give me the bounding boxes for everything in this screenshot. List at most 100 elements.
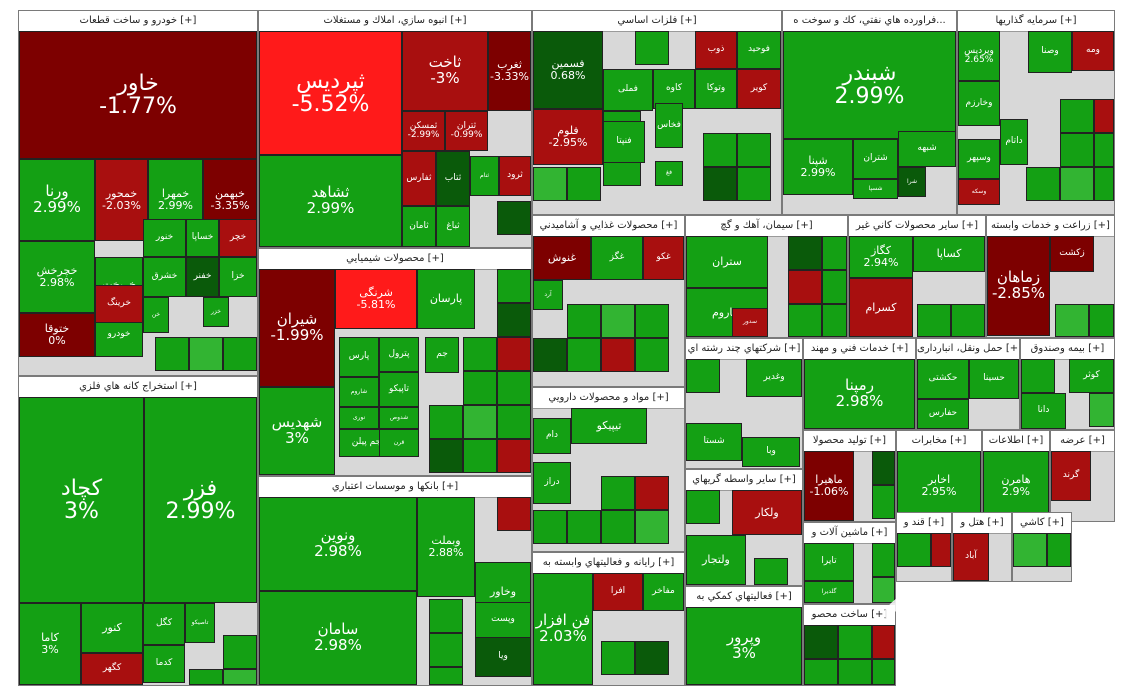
- filler-tile[interactable]: [601, 510, 635, 544]
- stock-tile[interactable]: فوحید: [737, 31, 781, 69]
- sector[interactable]: استخراج كانه هاي فلزي [+] کچاد 3% فزر 2.99% ک…: [18, 376, 258, 686]
- stock-tile[interactable]: دراز: [533, 462, 571, 504]
- stock-tile[interactable]: وسکه: [958, 179, 1000, 205]
- filler-tile[interactable]: [189, 669, 223, 685]
- stock-tile[interactable]: سدور: [732, 308, 768, 337]
- stock-tile[interactable]: وسپهر: [958, 139, 1000, 179]
- filler-tile[interactable]: [429, 633, 463, 667]
- stock-tile[interactable]: مفاخر: [643, 573, 684, 611]
- sector[interactable]: شركتهاي چند رشته اي [+] وغدیر شستا وبا: [685, 338, 803, 469]
- stock-tile[interactable]: خزر: [203, 297, 229, 327]
- stock-tile[interactable]: ثتاب: [436, 151, 470, 206]
- filler-tile[interactable]: [533, 338, 567, 372]
- sector-title[interactable]: انبوه سازي، املاك و مستغلات [+]: [259, 11, 531, 32]
- sector[interactable]: کاشي [+]: [1012, 512, 1072, 582]
- stock-tile[interactable]: شتران: [853, 139, 898, 179]
- stock-tile[interactable]: خچر: [219, 219, 257, 257]
- stock-tile[interactable]: وپردیس 2.65%: [958, 31, 1000, 81]
- stock-tile[interactable]: فملی: [603, 69, 653, 111]
- sector[interactable]: قند و [+]: [896, 512, 952, 582]
- sector-title[interactable]: حمل ونقل، انبارداری [+]: [917, 339, 1019, 360]
- stock-tile[interactable]: حفارس: [917, 399, 969, 429]
- stock-tile[interactable]: فزر 2.99%: [144, 397, 257, 603]
- filler-tile[interactable]: [1089, 393, 1114, 427]
- stock-tile[interactable]: کساپا: [913, 236, 985, 272]
- sector-title[interactable]: محصولات شيميايي [+]: [259, 249, 531, 270]
- stock-tile[interactable]: خشرق: [143, 257, 186, 297]
- stock-tile[interactable]: غنوش: [533, 236, 591, 280]
- stock-tile[interactable]: تاپیکو: [379, 372, 419, 407]
- stock-tile[interactable]: آباد: [953, 533, 989, 581]
- stock-tile[interactable]: شرنگی -5.81%: [335, 269, 417, 329]
- stock-tile[interactable]: داتام: [1000, 119, 1028, 165]
- filler-tile[interactable]: [1060, 167, 1094, 201]
- sector-title[interactable]: محصولات غذايي و آشاميدني [+]: [533, 216, 684, 237]
- filler-tile[interactable]: [429, 405, 463, 439]
- sector[interactable]: ماشين آلات و [+] تایرا گلدیرا: [803, 522, 896, 604]
- sector-title[interactable]: سيمان، آهك و گچ [+]: [686, 216, 847, 237]
- stock-tile[interactable]: ثمسکن -2.99%: [402, 111, 445, 151]
- stock-tile[interactable]: زکشت: [1050, 236, 1094, 272]
- stock-tile[interactable]: ثباغ: [436, 206, 470, 247]
- filler-tile[interactable]: [635, 476, 669, 510]
- stock-tile[interactable]: شسپا: [853, 179, 898, 199]
- filler-tile[interactable]: [897, 533, 931, 567]
- stock-tile[interactable]: ثاخت -3%: [402, 31, 488, 111]
- filler-tile[interactable]: [497, 337, 531, 371]
- stock-tile[interactable]: ذوب: [695, 31, 737, 69]
- filler-tile[interactable]: [872, 485, 895, 519]
- filler-tile[interactable]: [497, 201, 531, 235]
- stock-tile[interactable]: کدما: [143, 645, 185, 683]
- filler-tile[interactable]: [567, 304, 601, 338]
- filler-tile[interactable]: [189, 337, 223, 371]
- sector[interactable]: اطلاعات [+] هامرن 2.9%: [982, 430, 1050, 522]
- stock-tile[interactable]: فلوم -2.95%: [533, 109, 603, 165]
- filler-tile[interactable]: [635, 510, 669, 544]
- stock-tile[interactable]: خن: [143, 297, 169, 333]
- filler-tile[interactable]: [1021, 359, 1055, 393]
- stock-tile[interactable]: تایرا: [804, 543, 854, 581]
- filler-tile[interactable]: [1094, 133, 1114, 167]
- sector[interactable]: ساير محصولات كاني غير [+] کسرام کساپا کگاز 2…: [848, 215, 986, 338]
- stock-tile[interactable]: ومه: [1072, 31, 1114, 71]
- stock-tile[interactable]: فخاس: [655, 103, 683, 148]
- sector[interactable]: فعاليتهاي كمكي به [+] وپرور 3%: [685, 586, 803, 686]
- sector[interactable]: بانكها و موسسات اعتباري [+] ونوین 2.98% سام…: [258, 476, 532, 686]
- filler-tile[interactable]: [429, 667, 463, 685]
- filler-tile[interactable]: [223, 669, 257, 685]
- stock-tile[interactable]: کنور: [81, 603, 143, 653]
- sector-title[interactable]: فراورده هاي نفتي، كك و سوخت ه...: [783, 11, 956, 32]
- filler-tile[interactable]: [788, 236, 822, 270]
- stock-tile[interactable]: افرا: [593, 573, 643, 611]
- sector[interactable]: مخابرات [+] اخابر 2.95%: [896, 430, 982, 522]
- filler-tile[interactable]: [872, 625, 895, 659]
- sector[interactable]: مواد و محصولات دارويي [+] تیپیکو دراز دام: [532, 387, 685, 552]
- stock-tile[interactable]: فنپتا: [603, 121, 645, 163]
- stock-tile[interactable]: ثنام: [470, 156, 499, 196]
- sector-title[interactable]: بيمه وصندوق [+]: [1021, 339, 1114, 360]
- stock-tile[interactable]: شستا: [686, 423, 742, 461]
- stock-tile[interactable]: شبندر 2.99%: [783, 31, 956, 139]
- stock-tile[interactable]: پارس: [339, 337, 379, 377]
- filler-tile[interactable]: [872, 451, 895, 485]
- filler-tile[interactable]: [754, 558, 788, 585]
- filler-tile[interactable]: [838, 659, 872, 685]
- stock-tile[interactable]: ثتران -0.99%: [445, 111, 488, 151]
- filler-tile[interactable]: [804, 659, 838, 685]
- sector-title[interactable]: مخابرات [+]: [897, 431, 981, 452]
- stock-tile[interactable]: خفنر: [186, 257, 219, 297]
- filler-tile[interactable]: [838, 625, 872, 659]
- stock-tile[interactable]: تیپیکو: [571, 408, 647, 444]
- sector-title[interactable]: ماشين آلات و [+]: [804, 523, 895, 544]
- filler-tile[interactable]: [601, 338, 635, 372]
- stock-tile[interactable]: شیران -1.99%: [259, 269, 335, 387]
- stock-tile[interactable]: جم: [425, 337, 459, 373]
- filler-tile[interactable]: [567, 338, 601, 372]
- stock-tile[interactable]: فن افزار 2.03%: [533, 573, 593, 685]
- stock-tile[interactable]: خچرخش 2.98%: [19, 241, 95, 313]
- filler-tile[interactable]: [635, 304, 669, 338]
- stock-tile[interactable]: شاروم: [339, 377, 379, 407]
- stock-tile[interactable]: تاصیکو: [185, 603, 215, 643]
- sector-title[interactable]: کاشي [+]: [1013, 513, 1071, 534]
- sector-title[interactable]: ساخت محصو [+]: [804, 605, 895, 626]
